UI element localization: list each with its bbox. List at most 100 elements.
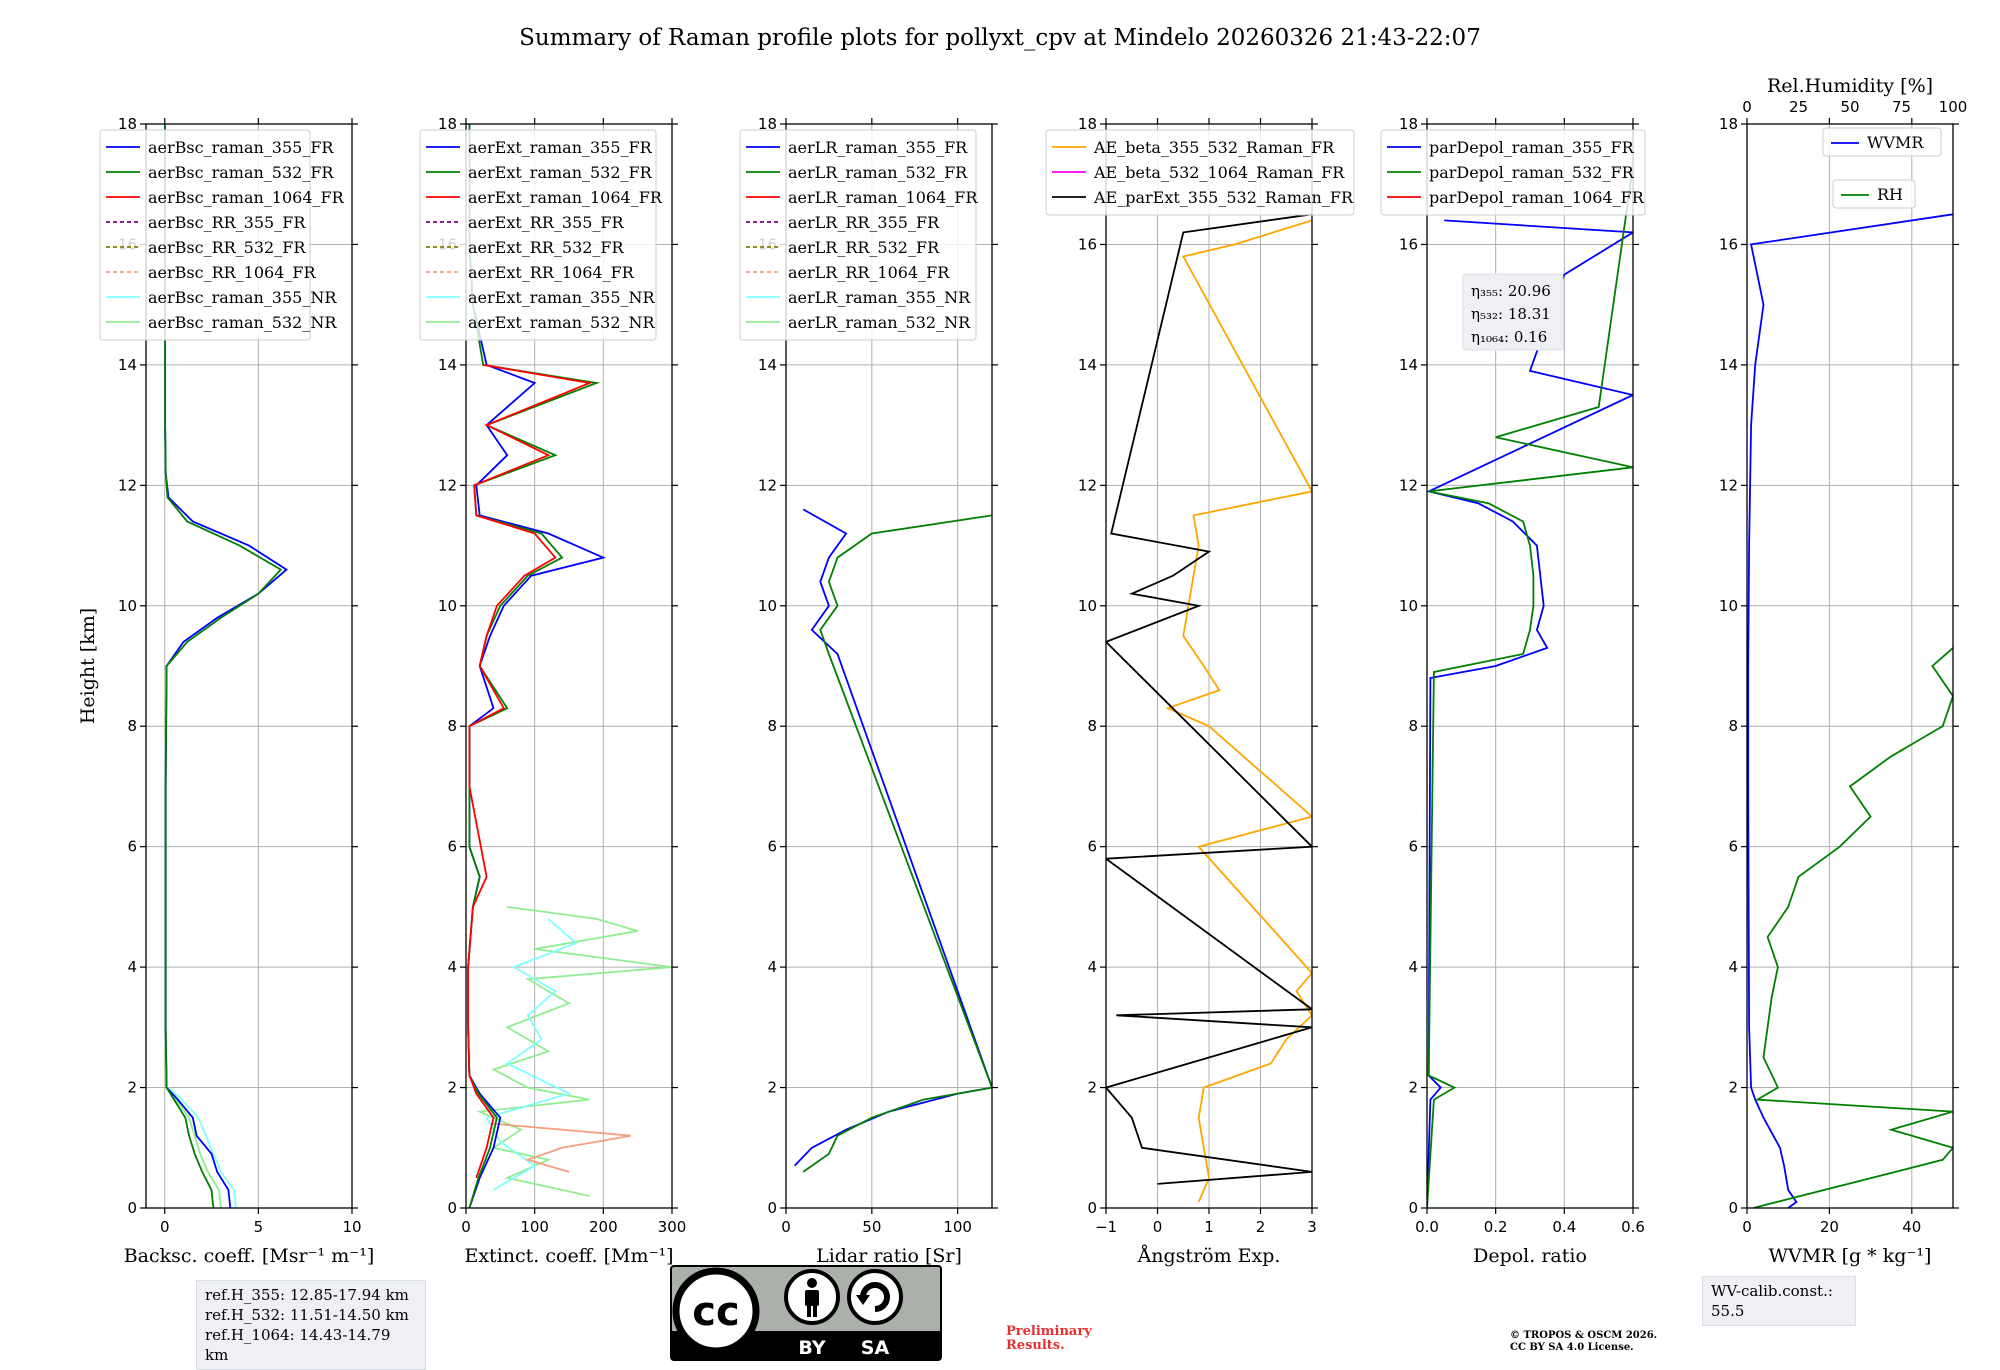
top-x-tick-label-wvmr: 100	[1939, 98, 1968, 116]
legend-box-wvmr	[1822, 127, 1942, 157]
x-tick-label-depol: 0.0	[1415, 1218, 1439, 1236]
legend-entry-aerExt_raman_532_FR: aerExt_raman_532_FR	[468, 163, 653, 182]
y-tick-label-ext: 12	[438, 476, 457, 494]
y-tick-label-bsc: 0	[127, 1199, 137, 1217]
top-x-tick-label-wvmr: 0	[1742, 98, 1752, 116]
ref-height-1064: ref.H_1064: 14.43-14.79 km	[205, 1326, 391, 1364]
legend-ae: AE_beta_355_532_Raman_FR AE_beta_532_1064…	[1045, 129, 1355, 216]
legend-entry-AE_parExt_355_532_Raman_FR: AE_parExt_355_532_Raman_FR	[1093, 188, 1354, 207]
cc-circle-icon	[672, 1267, 760, 1355]
y-tick-label-ext: 8	[447, 717, 457, 735]
series-line-aerBsc_raman_532_NR	[165, 1087, 222, 1208]
legend-ext: aerExt_raman_355_FR aerExt_raman_532_FRae…	[419, 129, 663, 341]
y-tick-label-depol: 6	[1408, 838, 1418, 856]
wv-calibration-box: WV-calib.const.: 55.5	[1702, 1276, 1856, 1326]
legend-entry-aerBsc_raman_355_FR: aerBsc_raman_355_FR	[148, 138, 334, 157]
legend-entry-aerExt_raman_1064_FR: aerExt_raman_1064_FR	[468, 188, 663, 207]
x-tick-label-wvmr: 20	[1820, 1218, 1839, 1236]
y-tick-label-ext: 6	[447, 838, 457, 856]
x-tick-label-wvmr: 40	[1902, 1218, 1921, 1236]
y-tick-label-lr: 0	[767, 1199, 777, 1217]
series-group-ext	[467, 124, 672, 1208]
y-tick-label-ae: 8	[1087, 717, 1097, 735]
x-tick-label-ext: 100	[520, 1218, 549, 1236]
series-line-aerBsc_raman_532_FR	[164, 124, 283, 1208]
x-tick-label-lr: 50	[862, 1218, 881, 1236]
legend-entry-aerExt_raman_355_NR: aerExt_raman_355_NR	[468, 288, 656, 307]
y-tick-label-bsc: 2	[127, 1079, 137, 1097]
legend-entry-RH: RH	[1877, 185, 1903, 204]
x-tick-label-ae: 1	[1204, 1218, 1214, 1236]
legend-depol: parDepol_raman_355_FR parDepol_raman_532_…	[1380, 129, 1646, 216]
y-tick-label-bsc: 14	[118, 356, 137, 374]
x-tick-label-ext: 200	[589, 1218, 618, 1236]
series-line-AE_beta_355_532_Raman_FR	[1165, 219, 1312, 1203]
panels: 0246810121416180510Backsc. coeff. [Msr⁻¹…	[77, 75, 1967, 1267]
y-tick-label-ext: 14	[438, 356, 457, 374]
y-tick-label-ext: 18	[438, 115, 457, 133]
legend-box-lr	[739, 129, 977, 341]
legend-entry-aerLR_raman_355_NR: aerLR_raman_355_NR	[788, 288, 971, 307]
y-tick-label-ae: 4	[1087, 958, 1097, 976]
x-tick-label-ae: −1	[1095, 1218, 1117, 1236]
x-axis-label-ae: Ångström Exp.	[1137, 1245, 1281, 1267]
legend-entry-aerExt_RR_1064_FR: aerExt_RR_1064_FR	[468, 263, 635, 282]
legend-box-wvmr	[1832, 179, 1916, 209]
x-axis-label-bsc: Backsc. coeff. [Msr⁻¹ m⁻¹]	[124, 1245, 375, 1267]
cc-logo-text: cc	[692, 1289, 739, 1335]
y-tick-label-wvmr: 14	[1719, 356, 1738, 374]
legend-entry-aerLR_raman_532_FR: aerLR_raman_532_FR	[788, 163, 968, 182]
series-group-lr	[793, 508, 992, 1173]
y-tick-label-depol: 10	[1399, 597, 1418, 615]
y-tick-label-ext: 4	[447, 958, 457, 976]
legend-box-ext	[419, 129, 657, 341]
legend-entry-parDepol_raman_1064_FR: parDepol_raman_1064_FR	[1429, 188, 1645, 207]
y-tick-label-ae: 2	[1087, 1079, 1097, 1097]
series-line-aerExt_raman_532_NR	[476, 906, 672, 1197]
series-line-aerBsc_raman_355_NR	[167, 1086, 237, 1208]
legend-entry-aerBsc_RR_532_FR: aerBsc_RR_532_FR	[148, 238, 306, 257]
y-tick-label-lr: 2	[767, 1079, 777, 1097]
y-tick-label-wvmr: 10	[1719, 597, 1738, 615]
plot-frame-ext	[465, 123, 673, 1209]
series-line-RH	[1752, 647, 1953, 1208]
x-tick-label-lr: 100	[943, 1218, 972, 1236]
y-tick-label-bsc: 4	[127, 958, 137, 976]
legend-entry-aerBsc_raman_355_NR: aerBsc_raman_355_NR	[148, 288, 337, 307]
series-line-aerExt_raman_1064_FR	[467, 364, 593, 1179]
y-tick-label-ae: 18	[1078, 115, 1097, 133]
series-line-aerExt_raman_355_NR	[485, 918, 578, 1191]
y-tick-label-bsc: 18	[118, 115, 137, 133]
y-tick-label-lr: 6	[767, 838, 777, 856]
y-tick-label-ae: 0	[1087, 1199, 1097, 1217]
plot-frame-depol	[1426, 123, 1634, 1209]
legend-bsc: aerBsc_raman_355_FR aerBsc_raman_532_FRae…	[99, 129, 345, 341]
legend-entry-parDepol_raman_532_FR: parDepol_raman_532_FR	[1429, 163, 1635, 182]
series-line-aerExt_RR_1064_FR	[493, 1122, 631, 1173]
y-tick-label-ae: 6	[1087, 838, 1097, 856]
legend-entry-aerExt_raman_532_NR: aerExt_raman_532_NR	[468, 313, 656, 332]
legend-entry-aerExt_RR_532_FR: aerExt_RR_532_FR	[468, 238, 625, 257]
legend-box-ae	[1045, 129, 1355, 216]
x-tick-label-ext: 0	[461, 1218, 471, 1236]
y-tick-label-ext: 2	[447, 1079, 457, 1097]
attribution-person-icon	[784, 1269, 840, 1325]
x-tick-label-bsc: 0	[160, 1218, 170, 1236]
y-tick-label-bsc: 6	[127, 838, 137, 856]
copyright-line-1: © TROPOS & OSCM 2026.	[1510, 1330, 1658, 1341]
legend-entry-aerBsc_RR_1064_FR: aerBsc_RR_1064_FR	[148, 263, 317, 282]
y-tick-label-depol: 14	[1399, 356, 1418, 374]
y-tick-label-bsc: 8	[127, 717, 137, 735]
preliminary-results-note: Preliminary Results.	[1006, 1324, 1092, 1353]
series-line-aerLR_raman_355_FR	[793, 508, 992, 1167]
top-axis-label-wvmr: Rel.Humidity [%]	[1767, 75, 1933, 97]
panel-lr: 024681012141618050100Lidar ratio [Sr]aer…	[739, 115, 998, 1267]
reference-height-box: ref.H_355: 12.85-17.94 km ref.H_532: 11.…	[196, 1280, 426, 1370]
panel-ext: 0246810121416180100200300Extinct. coeff.…	[419, 115, 686, 1267]
share-alike-icon	[847, 1269, 903, 1325]
series-group-ae	[1106, 213, 1312, 1203]
cc-sa-label: SA	[861, 1337, 890, 1359]
y-tick-label-lr: 14	[758, 356, 777, 374]
